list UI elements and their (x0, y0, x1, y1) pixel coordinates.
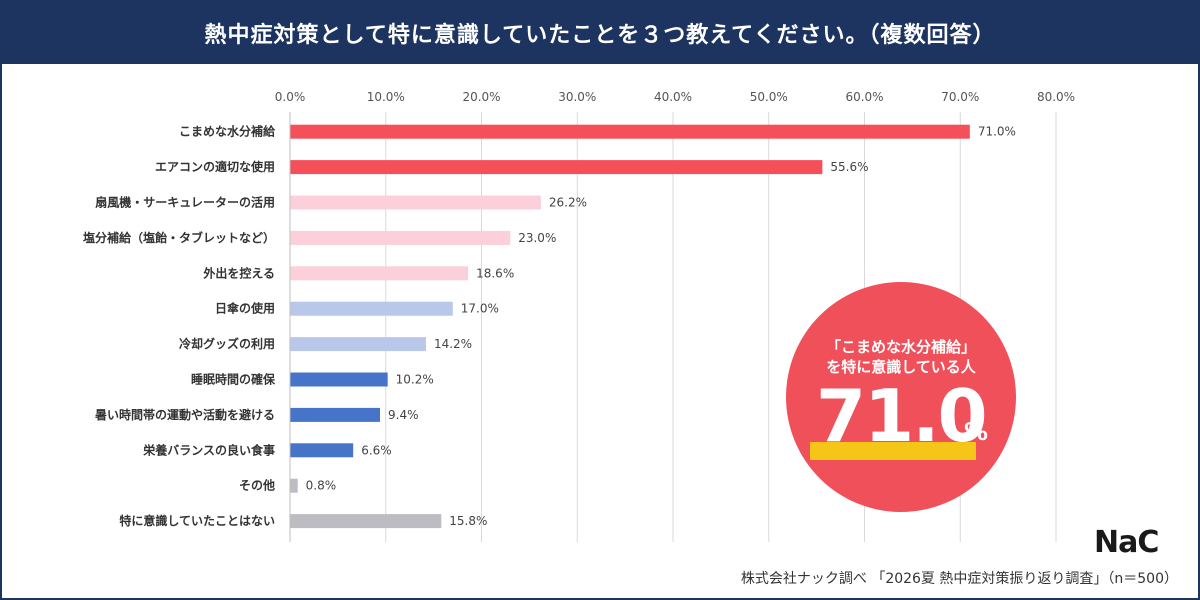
bar (290, 337, 426, 352)
bar (290, 195, 541, 210)
value-label: 15.8% (449, 514, 487, 528)
category-label: 栄養バランスの良い食事 (142, 442, 275, 457)
value-label: 6.6% (361, 443, 392, 457)
category-label: 塩分補給（塩飴・タブレットなど） (83, 230, 275, 245)
bar (290, 124, 970, 139)
category-label: 暑い時間帯の運動や活動を避ける (95, 407, 275, 422)
category-label: こまめな水分補給 (179, 124, 276, 139)
value-label: 17.0% (461, 302, 499, 316)
highlight-number: 71.0 (816, 374, 988, 458)
chart-title: 熱中症対策として特に意識していたことを３つ教えてください。（複数回答） (204, 23, 996, 48)
category-label: 外出を控える (203, 265, 275, 280)
highlight-line2: を特に意識している人 (826, 358, 976, 376)
bar (290, 266, 469, 281)
value-label: 26.2% (549, 196, 587, 210)
category-label: その他 (239, 478, 275, 493)
bar (290, 230, 511, 245)
nac-logo: NaC (1094, 525, 1159, 556)
source-note: 株式会社ナック調べ 「2026夏 熱中症対策振り返り調査」（n＝500） (740, 571, 1178, 587)
highlight-unit: % (964, 418, 989, 446)
bar (290, 443, 354, 458)
value-label: 71.0% (978, 125, 1016, 139)
category-label: 日傘の使用 (215, 301, 275, 316)
category-label: 扇風機・サーキュレーターの活用 (95, 195, 275, 210)
value-label: 0.8% (306, 479, 337, 493)
value-label: 23.0% (518, 231, 556, 245)
x-tick-label: 0.0% (275, 90, 306, 104)
logo-text: NaC (1094, 525, 1158, 556)
category-label: エアコンの適切な使用 (155, 159, 275, 174)
value-label: 10.2% (396, 373, 434, 387)
bar (290, 301, 453, 316)
highlight-underline (810, 442, 976, 460)
x-tick-label: 20.0% (462, 90, 500, 104)
x-tick-label: 60.0% (845, 90, 883, 104)
value-label: 9.4% (388, 408, 419, 422)
category-label: 冷却グッズの利用 (179, 336, 275, 351)
category-label: 特に意識していたことはない (119, 513, 275, 528)
bar (290, 514, 442, 529)
x-tick-label: 40.0% (654, 90, 692, 104)
x-tick-label: 10.0% (367, 90, 405, 104)
x-tick-label: 80.0% (1037, 90, 1075, 104)
category-label: 睡眠時間の確保 (191, 372, 276, 387)
highlight-line1: 「こまめな水分補給」 (825, 338, 976, 356)
title-bar: 熱中症対策として特に意識していたことを３つ教えてください。（複数回答） (2, 2, 1198, 64)
bar (290, 407, 381, 422)
bar (290, 160, 823, 175)
x-tick-label: 50.0% (750, 90, 788, 104)
highlight-callout: 「こまめな水分補給」 を特に意識している人 71.0 % (786, 282, 1016, 512)
value-label: 18.6% (476, 266, 514, 280)
bar (290, 372, 388, 387)
bar (290, 478, 298, 493)
value-label: 55.6% (830, 160, 868, 174)
x-tick-label: 30.0% (558, 90, 596, 104)
value-label: 14.2% (434, 337, 472, 351)
x-tick-label: 70.0% (941, 90, 979, 104)
